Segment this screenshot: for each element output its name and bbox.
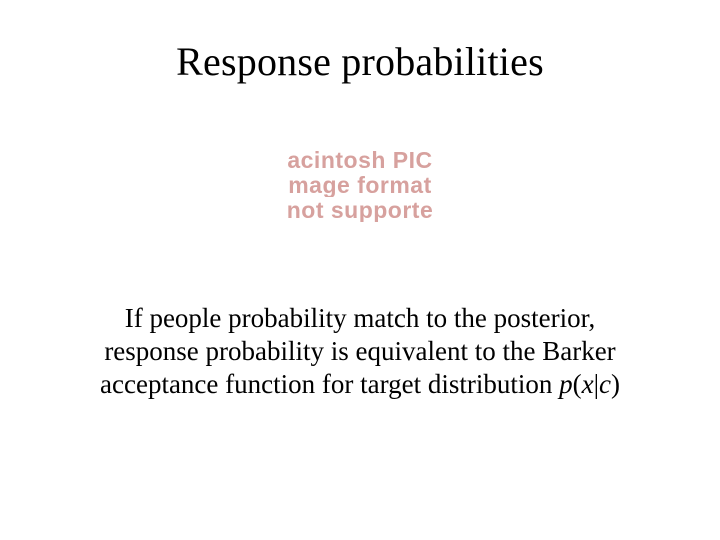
math-close-paren: ): [611, 369, 620, 399]
slide-title: Response probabilities: [0, 38, 720, 85]
body-paragraph: If people probability match to the poste…: [70, 302, 650, 401]
broken-image-placeholder-line-1: acintosh PIC: [260, 148, 460, 172]
math-open-paren: (: [573, 369, 582, 399]
slide: Response probabilities acintosh PIC mage…: [0, 0, 720, 540]
math-x: x: [582, 369, 594, 399]
math-p: p: [559, 369, 573, 399]
math-c: c: [599, 369, 611, 399]
broken-image-placeholder-line-2: mage format: [260, 173, 460, 197]
body-line-1: If people probability match to the poste…: [125, 303, 596, 333]
broken-image-placeholder-line-3: not supporte: [260, 198, 460, 222]
body-line-2: response probability is equivalent to th…: [104, 336, 615, 366]
body-line-3-prefix: acceptance function for target distribut…: [100, 369, 559, 399]
